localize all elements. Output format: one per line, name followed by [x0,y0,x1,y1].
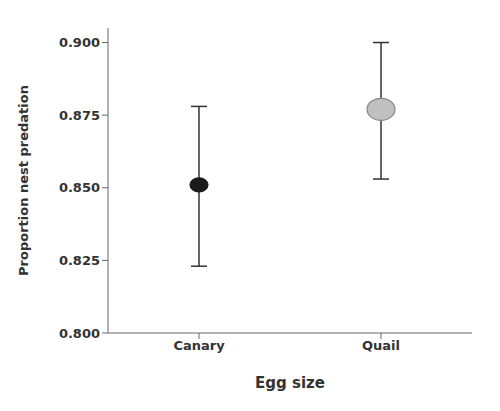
svg-text:0.850: 0.850 [59,180,100,195]
svg-text:0.800: 0.800 [59,326,100,341]
svg-text:0.825: 0.825 [59,253,100,268]
svg-text:Proportion nest predation: Proportion nest predation [16,85,31,276]
svg-text:Quail: Quail [362,338,400,353]
svg-text:0.900: 0.900 [59,35,100,50]
svg-text:0.875: 0.875 [59,108,100,123]
svg-text:Canary: Canary [173,338,225,353]
svg-text:Egg size: Egg size [255,374,325,392]
